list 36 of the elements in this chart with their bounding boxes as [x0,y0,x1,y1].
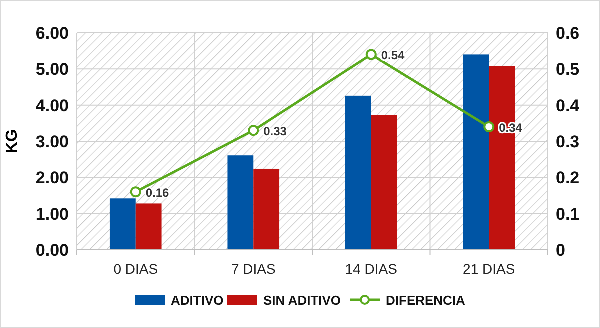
data-label: 0.33 [264,124,288,139]
x-tick-label: 21 DIAS [463,261,516,277]
point [484,122,495,133]
point [130,186,142,198]
y2-tick-label: 0.2 [556,168,580,188]
y-tick-label: 1.00 [36,204,69,224]
legend-label: SIN ADITIVO [264,293,342,308]
y2-tick-label: 0.4 [556,96,580,116]
bar [463,54,490,250]
y2-tick-label: 0 [556,241,566,260]
bar [228,156,254,250]
y2-tick-label: 0.3 [556,132,580,152]
bar [136,204,162,250]
y2-tick-label: 0.1 [556,204,580,224]
point [366,49,377,60]
y-tick-label: 6.00 [36,24,69,43]
data-label: 0.16 [146,186,170,200]
x-tick-label: 0 DIAS [114,261,158,277]
bar [254,168,280,250]
x-tick-label: 14 DIAS [345,261,398,277]
legend-label: ADITIVO [171,293,224,308]
y-tick-label: 5.00 [36,60,69,80]
y-tick-label: 3.00 [36,132,69,152]
y-tick-label: 0.00 [36,241,69,260]
y2-tick-label: 0.6 [556,24,580,43]
y-tick-label: 2.00 [36,168,69,188]
bar [371,115,398,250]
y-tick-label: 4.00 [36,96,69,116]
y-axis-title: KG [4,130,21,154]
bar [345,96,372,250]
data-label: 0.54 [381,48,406,63]
bar [110,198,136,250]
y2-tick-label: 0.5 [556,60,580,80]
x-tick-label: 7 DIAS [231,261,276,277]
point [248,125,260,136]
legend-label: DIFERENCIA [386,293,466,308]
